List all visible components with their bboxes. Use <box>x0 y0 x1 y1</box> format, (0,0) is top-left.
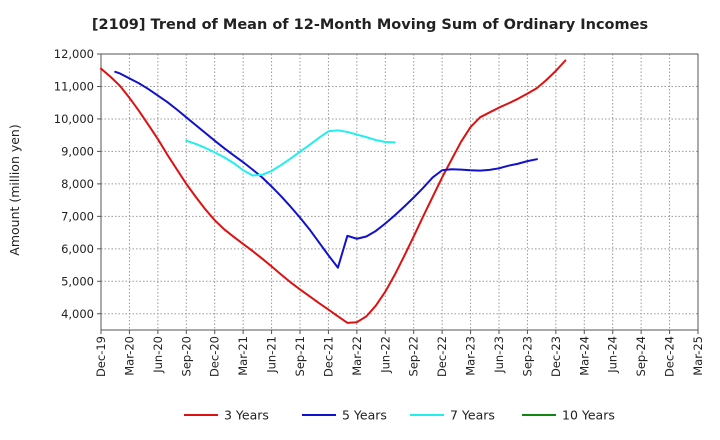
grid-layer <box>101 54 698 330</box>
x-tick-label: Mar-22 <box>350 336 364 376</box>
legend-label: 5 Years <box>342 408 387 423</box>
x-tick-label: Dec-23 <box>549 336 563 377</box>
x-tick-label: Sep-24 <box>634 336 648 376</box>
chart-title: [2109] Trend of Mean of 12-Month Moving … <box>92 17 648 33</box>
x-tick-label: Mar-20 <box>122 336 136 376</box>
y-tick-label: 4,000 <box>61 307 94 321</box>
plot-area <box>100 53 699 331</box>
x-tick-label: Jun-23 <box>492 336 506 374</box>
x-tick-label: Mar-23 <box>464 336 478 376</box>
x-tick-label: Sep-20 <box>179 336 193 376</box>
x-tick-label: Mar-21 <box>236 336 250 376</box>
x-tick-label: Jun-22 <box>378 336 392 374</box>
series-layer <box>100 59 567 324</box>
y-tick-label: 10,000 <box>54 112 94 126</box>
legend: 3 Years 5 Years 7 Years 10 Years <box>184 408 615 423</box>
x-tick-label: Jun-24 <box>606 336 620 374</box>
y-tick-label: 5,000 <box>61 274 94 288</box>
series-line-7-years <box>185 129 396 177</box>
y-tick-label: 11,000 <box>54 79 94 93</box>
x-tick-label: Dec-20 <box>208 336 222 377</box>
y-tick-label: 7,000 <box>61 209 94 223</box>
legend-label: 10 Years <box>562 408 615 423</box>
y-tick-label: 9,000 <box>61 144 94 158</box>
x-tick-label: Mar-25 <box>691 336 705 376</box>
x-tick-label: Jun-20 <box>151 336 165 374</box>
x-tick-label: Jun-21 <box>265 336 279 374</box>
x-tick-label: Dec-21 <box>321 336 335 377</box>
x-tick-label: Sep-23 <box>520 336 534 376</box>
x-tick-label: Dec-19 <box>94 336 108 377</box>
x-tick-label: Sep-21 <box>293 336 307 376</box>
series-line-5-years <box>114 70 538 269</box>
y-axis-ticks: 4,000 5,000 6,000 7,000 8,000 9,000 10,000 11,0… <box>54 47 101 321</box>
x-tick-label: Mar-24 <box>577 336 591 376</box>
series-line-3-years <box>100 59 567 324</box>
y-tick-label: 6,000 <box>61 242 94 256</box>
x-tick-label: Sep-22 <box>407 336 421 376</box>
x-tick-label: Dec-22 <box>435 336 449 377</box>
x-axis-ticks: Dec-19 Mar-20 Jun-20 Sep-20 Dec-20 Mar-21 Jun-… <box>94 330 705 377</box>
legend-label: 7 Years <box>450 408 495 423</box>
legend-label: 3 Years <box>224 408 269 423</box>
y-tick-label: 8,000 <box>61 177 94 191</box>
y-tick-label: 12,000 <box>54 47 94 61</box>
x-tick-label: Dec-24 <box>663 336 677 377</box>
y-axis-label: Amount (million yen) <box>7 124 22 255</box>
